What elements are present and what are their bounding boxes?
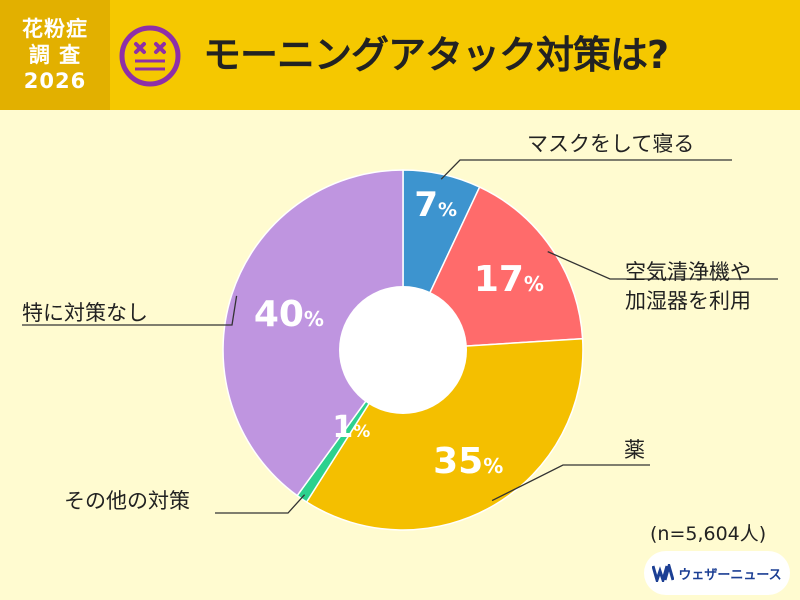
badge-line-1: 花粉症 [22, 17, 88, 41]
air-purifier-label-line-1: 空気清浄機や [625, 260, 751, 284]
badge-line-3: 2026 [23, 69, 87, 93]
leader-line-2 [547, 251, 778, 280]
weathernews-logo-icon [652, 564, 675, 582]
leader-line-1 [440, 159, 732, 180]
weathernews-logo: ウェザーニュース [644, 551, 790, 595]
medicine-label: 薬 [624, 438, 645, 462]
leader-line-3 [491, 464, 650, 502]
slice-value-5: 40% [254, 294, 324, 335]
slice-5 [222, 169, 404, 497]
badge-line-2: 調 査 [28, 43, 82, 67]
leader-line-5 [22, 295, 238, 326]
dizzy-face-icon [119, 25, 181, 87]
mask-label: マスクをして寝る [527, 132, 695, 156]
slice-value-2: 17% [474, 259, 544, 300]
air-purifier-label-line-2: 加湿器を利用 [625, 289, 751, 313]
other-label: その他の対策 [64, 489, 190, 513]
slice-value-1: 7% [414, 185, 457, 225]
no-measures-label: 特に対策なし [22, 301, 148, 325]
header-band: 花粉症 調 査 2026 モーニングアタック対策は? [0, 0, 800, 110]
leader-line-4 [215, 494, 306, 514]
logo-text: ウェザーニュース [678, 567, 782, 583]
slice-value-4: 1% [332, 410, 370, 445]
donut-hole [339, 286, 467, 414]
slice-value-3: 35% [433, 441, 503, 482]
page-title: モーニングアタック対策は? [203, 33, 669, 77]
survey-badge: 花粉症 調 査 2026 [0, 0, 110, 110]
sample-size: (n=5,604人) [650, 523, 767, 545]
slice-3 [305, 337, 584, 531]
